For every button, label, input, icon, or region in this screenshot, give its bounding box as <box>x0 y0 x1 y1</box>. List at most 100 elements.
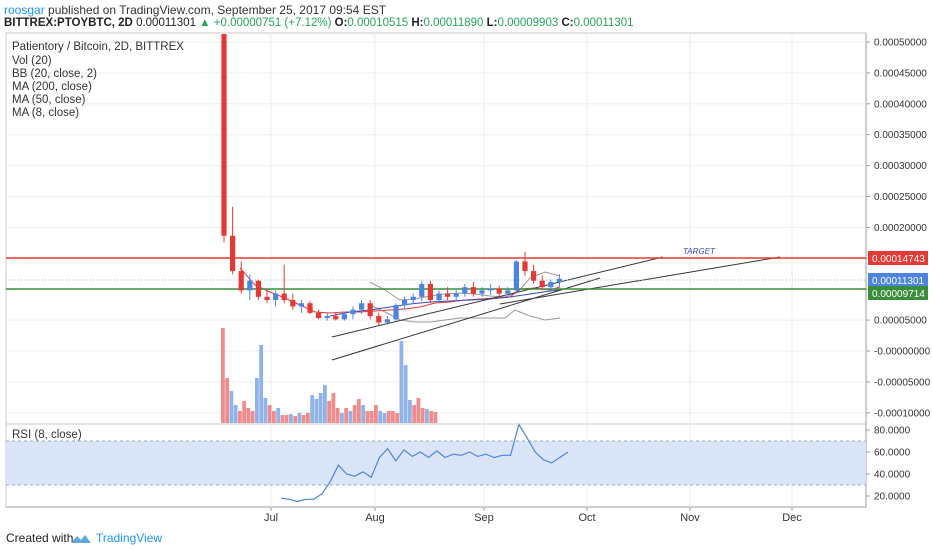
volume-bar <box>238 411 242 423</box>
up-arrow-icon: ▲ <box>199 17 211 29</box>
volume-bar <box>310 395 315 423</box>
candle <box>496 288 502 294</box>
time-axis[interactable]: Jul Aug Sep Oct Nov Dec <box>264 507 802 524</box>
volume-bar <box>246 408 251 423</box>
volume-bar <box>374 405 378 423</box>
tradingview-brand-link[interactable]: TradingView <box>96 531 163 545</box>
volume-bar <box>357 399 361 423</box>
candle <box>307 303 313 313</box>
candle <box>384 319 390 323</box>
price-tick-label: 0.00025000 <box>874 192 927 203</box>
time-tick-label: Aug <box>365 512 385 524</box>
current-price-tag: 0.00011301 <box>868 273 928 287</box>
legend-ma50: MA (50, close) <box>12 94 86 106</box>
candle <box>359 303 365 310</box>
volume-bar <box>272 411 276 423</box>
price-change: +0.00000751 (+7.12%) <box>213 17 332 29</box>
volume-bar <box>267 405 272 423</box>
legend-ma200: MA (200, close) <box>12 81 92 93</box>
volume-bar <box>263 398 268 423</box>
volume-bar <box>250 411 255 423</box>
candle <box>427 283 433 301</box>
volume-bar <box>433 412 438 423</box>
volume-bar <box>276 408 281 423</box>
support-price-text: 0.00009714 <box>872 289 925 300</box>
candle <box>470 287 476 294</box>
volume-bar <box>233 405 238 423</box>
published-text: published on TradingView.com, September … <box>48 3 387 17</box>
chart-canvas[interactable]: RSI (8, close) TARGET Patientory / Bitco… <box>0 0 932 528</box>
price-tick-label: 0.00035000 <box>874 130 927 141</box>
volume-bar <box>318 393 323 423</box>
price-tick-label: -0.00000000 <box>874 347 931 358</box>
volume-bar <box>314 399 319 423</box>
legend-symbol: Patientory / Bitcoin, 2D, BITTREX <box>12 41 184 53</box>
time-tick-label: Dec <box>782 512 802 524</box>
candle <box>556 278 562 283</box>
volume-bar <box>306 413 310 423</box>
close-value: 0.00011301 <box>573 17 634 29</box>
rsi-tick-label: 20.0000 <box>874 492 911 503</box>
rsi-line <box>280 423 569 503</box>
price-tick-label: 0.00005000 <box>874 316 927 327</box>
price-tick-label: 0.00045000 <box>874 68 927 79</box>
current-price-text: 0.00011301 <box>872 276 925 287</box>
symbol-label: BITTREX:PTOYBTC, 2D <box>4 17 133 29</box>
candle <box>505 290 511 294</box>
support-price-tag: 0.00009714 <box>868 286 928 300</box>
volume-bar <box>289 414 293 423</box>
volume-bar <box>255 378 259 423</box>
volume-bar <box>293 416 298 423</box>
price-axis[interactable]: 0.00050000 0.00045000 0.00040000 0.00035000… <box>866 38 931 420</box>
low-label: L: <box>486 17 498 29</box>
candle <box>393 305 399 320</box>
open-label: O: <box>334 17 348 29</box>
author-link[interactable]: roosgar <box>4 3 45 17</box>
volume-bar <box>331 393 336 423</box>
trendline-lower[interactable] <box>331 277 601 361</box>
candle <box>281 293 287 301</box>
price-tick-label: -0.00010000 <box>874 408 931 419</box>
legend-vol: Vol (20) <box>12 55 52 67</box>
time-tick-label: Sep <box>474 512 494 524</box>
volume-bar <box>399 341 404 423</box>
price-tick-label: 0.00030000 <box>874 161 927 172</box>
chart-header: roosgar published on TradingView.com, Se… <box>0 0 932 32</box>
ohlc-line: BITTREX:PTOYBTC, 2D 0.00011301 ▲ +0.0000… <box>4 17 634 29</box>
volume-bar <box>412 405 417 423</box>
volume-bar <box>386 411 391 423</box>
time-tick-label: Jul <box>264 512 278 524</box>
target-annotation: TARGET <box>683 247 716 256</box>
volume-bar <box>242 401 247 423</box>
candle <box>247 280 253 291</box>
volume-bar <box>391 411 395 423</box>
indicator-legend: Patientory / Bitcoin, 2D, BITTREX Vol (2… <box>12 41 184 119</box>
candle <box>531 271 537 281</box>
candle <box>462 287 468 294</box>
volume-bar <box>259 345 264 423</box>
volume-bar <box>378 411 383 423</box>
rsi-tick-label: 80.0000 <box>874 426 911 437</box>
ma-8-line <box>239 267 561 314</box>
trendline-upper[interactable] <box>331 256 664 338</box>
candle <box>255 280 261 297</box>
volume-bar <box>369 411 374 423</box>
high-value: 0.00011890 <box>423 17 484 29</box>
last-price: 0.00011301 <box>136 17 196 29</box>
volume-bar <box>297 413 302 423</box>
candle <box>436 293 442 301</box>
price-tick-label: 0.00020000 <box>874 223 927 234</box>
legend-ma8: MA (8, close) <box>12 107 79 119</box>
price-tick-label: -0.00005000 <box>874 377 931 388</box>
volume-bar <box>420 408 425 423</box>
candle <box>488 288 494 291</box>
candle <box>238 271 244 291</box>
volume-bar <box>403 365 408 423</box>
candle <box>273 293 279 301</box>
volume-bar <box>323 385 327 423</box>
volume-bar <box>365 411 370 423</box>
volume-bar <box>301 415 306 423</box>
candle <box>350 309 356 315</box>
open-value: 0.00010515 <box>347 17 409 29</box>
volume-bar <box>284 415 289 423</box>
